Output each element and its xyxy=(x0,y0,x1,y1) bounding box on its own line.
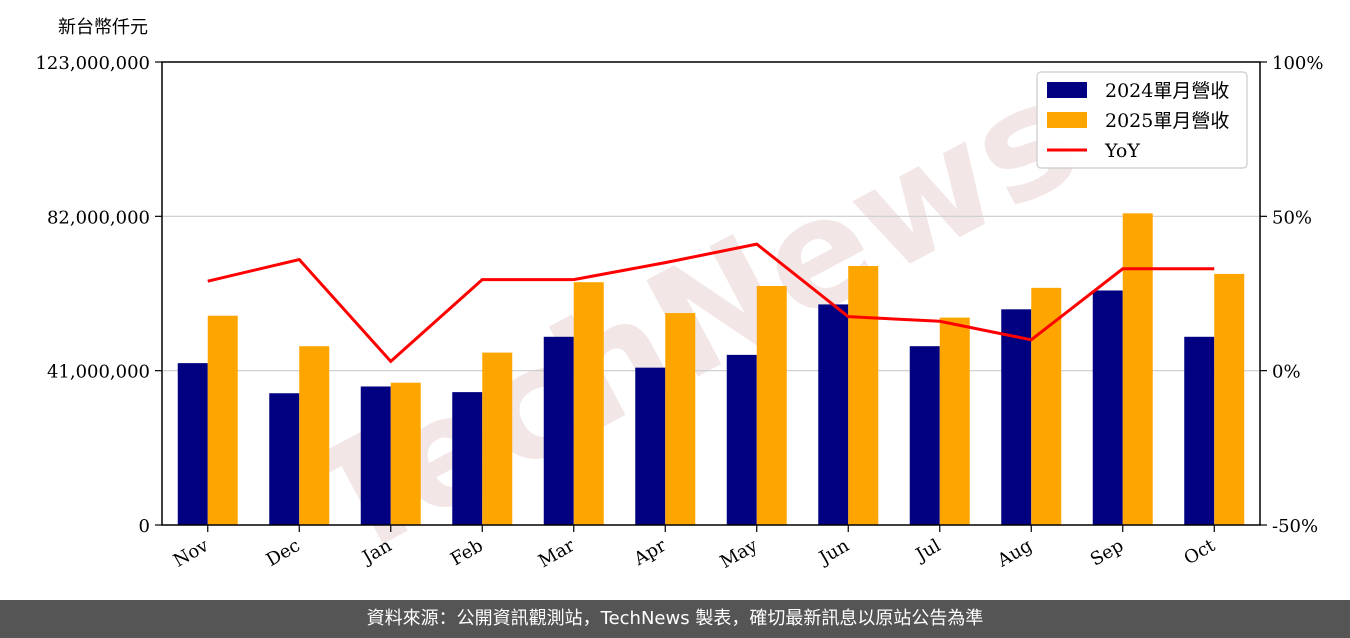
x-tick-label-may: May xyxy=(717,535,762,573)
legend-label-2024: 2024單月營收 xyxy=(1105,80,1229,102)
bar-2025-sep xyxy=(1122,213,1153,525)
yoy-line-group xyxy=(207,242,1215,364)
bar-2025-nov xyxy=(207,315,238,525)
bar-2025-oct xyxy=(1214,273,1245,525)
bar-2025-jan xyxy=(390,382,421,525)
x-tick-label-aug: Aug xyxy=(993,535,1036,572)
y-tick-label: 41,000,000 xyxy=(47,362,150,383)
bar-2024-oct xyxy=(1184,336,1215,525)
bar-2024-apr xyxy=(635,367,666,525)
x-tick-label-jul: Jul xyxy=(911,535,945,567)
revenue-chart: TechNews 041,000,00082,000,000123,000,00… xyxy=(35,17,1323,593)
bar-2024-sep xyxy=(1092,290,1123,525)
bar-2025-aug xyxy=(1031,287,1062,525)
x-tick-label-dec: Dec xyxy=(263,535,304,571)
x-tick-label-oct: Oct xyxy=(1180,535,1219,570)
y-tick-label: 123,000,000 xyxy=(35,53,150,74)
bar-2024-nov xyxy=(177,363,208,525)
bar-2024-dec xyxy=(269,393,300,525)
x-tick-label-apr: Apr xyxy=(630,535,670,570)
bar-2024-jul xyxy=(909,346,940,525)
y2-tick-label: 100% xyxy=(1272,53,1323,74)
legend-swatch-2025 xyxy=(1047,112,1087,128)
legend-swatch-2024 xyxy=(1047,82,1087,98)
y2-tick-label: 0% xyxy=(1272,362,1301,383)
y2-tick-label: 50% xyxy=(1272,207,1312,228)
bar-2024-mar xyxy=(543,336,574,525)
x-tick-label-jun: Jun xyxy=(814,535,853,570)
x-tick-label-mar: Mar xyxy=(535,535,579,572)
y-axis-unit-label: 新台幣仟元 xyxy=(58,17,148,38)
bar-2024-jan xyxy=(360,386,391,525)
bar-2025-apr xyxy=(665,313,696,525)
gridlines xyxy=(162,215,1260,372)
y-tick-label: 82,000,000 xyxy=(47,207,150,228)
footer-source-note: 資料來源：公開資訊觀測站，TechNews 製表，確切最新訊息以原站公告為準 xyxy=(0,600,1350,638)
legend: 2024單月營收 2025單月營收 YoY xyxy=(1036,71,1248,169)
bar-2025-may xyxy=(756,285,787,525)
x-tick-label-sep: Sep xyxy=(1087,535,1127,570)
plot-frame xyxy=(161,61,1261,526)
bar-2025-jul xyxy=(939,317,970,525)
bar-2025-jun xyxy=(848,266,879,525)
bars xyxy=(177,213,1245,525)
x-tick-label-nov: Nov xyxy=(170,535,213,572)
legend-label-2025: 2025單月營收 xyxy=(1105,110,1229,132)
bar-2024-aug xyxy=(1001,309,1032,525)
bar-2025-feb xyxy=(482,352,513,525)
legend-label-yoy: YoY xyxy=(1104,140,1140,162)
bar-2025-mar xyxy=(573,282,604,525)
bar-2024-may xyxy=(726,354,757,525)
y-tick-label: 0 xyxy=(139,516,150,537)
bar-2025-dec xyxy=(299,346,330,525)
bar-2024-jun xyxy=(818,304,849,525)
bar-2024-feb xyxy=(452,392,483,525)
y2-tick-label: -50% xyxy=(1272,516,1318,537)
legend-box xyxy=(1036,71,1248,169)
yoy-line xyxy=(207,242,1215,364)
